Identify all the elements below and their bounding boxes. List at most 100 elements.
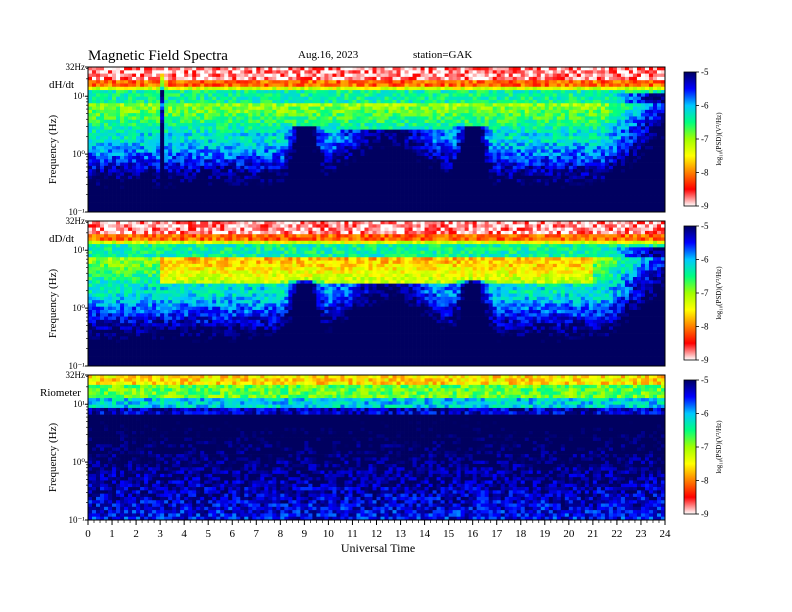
heatmap-cell	[304, 90, 309, 94]
heatmap-cell	[240, 123, 245, 127]
heatmap-cell	[120, 188, 125, 193]
heatmap-cell	[416, 99, 421, 104]
heatmap-cell	[484, 155, 490, 160]
heatmap-cell	[380, 103, 385, 107]
heatmap-cell	[148, 93, 153, 98]
heatmap-cell	[316, 129, 321, 134]
heatmap-cell	[396, 146, 401, 150]
heatmap-cell	[240, 73, 245, 78]
heatmap-cell	[388, 198, 393, 203]
heatmap-cell	[96, 192, 101, 196]
heatmap-cell	[292, 146, 297, 150]
heatmap-cell	[300, 70, 305, 74]
heatmap-cell	[256, 132, 261, 137]
heatmap-cell	[176, 175, 181, 180]
heatmap-cell	[328, 188, 333, 193]
heatmap-cell	[496, 109, 502, 114]
heatmap-cell	[220, 80, 225, 84]
heatmap-cell	[328, 116, 333, 121]
heatmap-cell	[224, 159, 229, 163]
heatmap-cell	[152, 159, 157, 163]
heatmap-cell	[124, 106, 129, 111]
heatmap-cell	[220, 155, 225, 160]
heatmap-cell	[88, 205, 93, 210]
heatmap-cell	[188, 123, 193, 127]
heatmap-cell	[364, 172, 369, 177]
heatmap-cell	[124, 192, 129, 196]
heatmap-cell	[364, 155, 369, 160]
heatmap-cell	[440, 175, 445, 180]
heatmap-cell	[312, 152, 317, 157]
heatmap-cell	[412, 99, 417, 104]
heatmap-cell	[160, 195, 165, 200]
heatmap-cell	[368, 99, 373, 104]
heatmap-cell	[440, 136, 445, 140]
heatmap-cell	[320, 106, 325, 111]
heatmap-cell	[204, 139, 209, 144]
heatmap-cell	[120, 165, 125, 170]
heatmap-cell	[196, 205, 201, 210]
heatmap-cell	[252, 70, 257, 74]
heatmap-cell	[512, 106, 518, 111]
heatmap-cell	[352, 208, 357, 213]
heatmap-cell	[172, 67, 177, 71]
heatmap-cell	[508, 202, 514, 206]
heatmap-cell	[88, 169, 93, 173]
heatmap-cell	[136, 175, 141, 180]
heatmap-cell	[396, 208, 401, 213]
heatmap-cell	[208, 76, 213, 81]
heatmap-cell	[228, 70, 233, 74]
heatmap-cell	[440, 119, 445, 124]
heatmap-cell	[296, 136, 301, 140]
heatmap-cell	[288, 136, 293, 140]
heatmap-cell	[380, 90, 385, 94]
heatmap-cell	[340, 83, 345, 88]
heatmap-cell	[196, 113, 201, 117]
heatmap-cell	[364, 185, 369, 190]
heatmap-cell	[188, 136, 193, 140]
heatmap-cell	[240, 99, 245, 104]
heatmap-cell	[88, 96, 93, 101]
heatmap-cell	[340, 80, 345, 84]
heatmap-cell	[352, 179, 357, 183]
heatmap-cell	[448, 192, 453, 196]
heatmap-cell	[160, 192, 165, 196]
heatmap-cell	[220, 162, 225, 167]
heatmap-cell	[316, 159, 321, 163]
heatmap-cell	[392, 67, 397, 71]
heatmap-cell	[424, 67, 429, 71]
heatmap-cell	[228, 162, 233, 167]
heatmap-cell	[372, 113, 377, 117]
heatmap-cell	[160, 96, 165, 101]
heatmap-cell	[248, 103, 253, 107]
heatmap-cell	[400, 90, 405, 94]
heatmap-cell	[164, 103, 169, 107]
heatmap-cell	[172, 80, 177, 84]
heatmap-cell	[156, 67, 161, 71]
heatmap-cell	[372, 99, 377, 104]
heatmap-cell	[484, 73, 490, 78]
heatmap-cell	[304, 202, 309, 206]
heatmap-cell	[488, 103, 494, 107]
heatmap-cell	[148, 172, 153, 177]
heatmap-cell	[408, 76, 413, 81]
heatmap-cell	[404, 99, 409, 104]
heatmap-cell	[144, 132, 149, 137]
heatmap-cell	[512, 208, 518, 213]
heatmap-cell	[168, 152, 173, 157]
heatmap-cell	[168, 93, 173, 98]
heatmap-cell	[484, 202, 490, 206]
heatmap-cell	[464, 162, 470, 167]
heatmap-cell	[132, 149, 137, 154]
heatmap-cell	[464, 146, 470, 150]
heatmap-cell	[292, 149, 297, 154]
heatmap-cell	[196, 99, 201, 104]
heatmap-cell	[240, 90, 245, 94]
heatmap-cell	[408, 109, 413, 114]
heatmap-cell	[424, 179, 429, 183]
heatmap-cell	[352, 202, 357, 206]
heatmap-cell	[472, 152, 478, 157]
heatmap-cell	[316, 73, 321, 78]
heatmap-cell	[96, 185, 101, 190]
heatmap-cell	[528, 109, 534, 114]
